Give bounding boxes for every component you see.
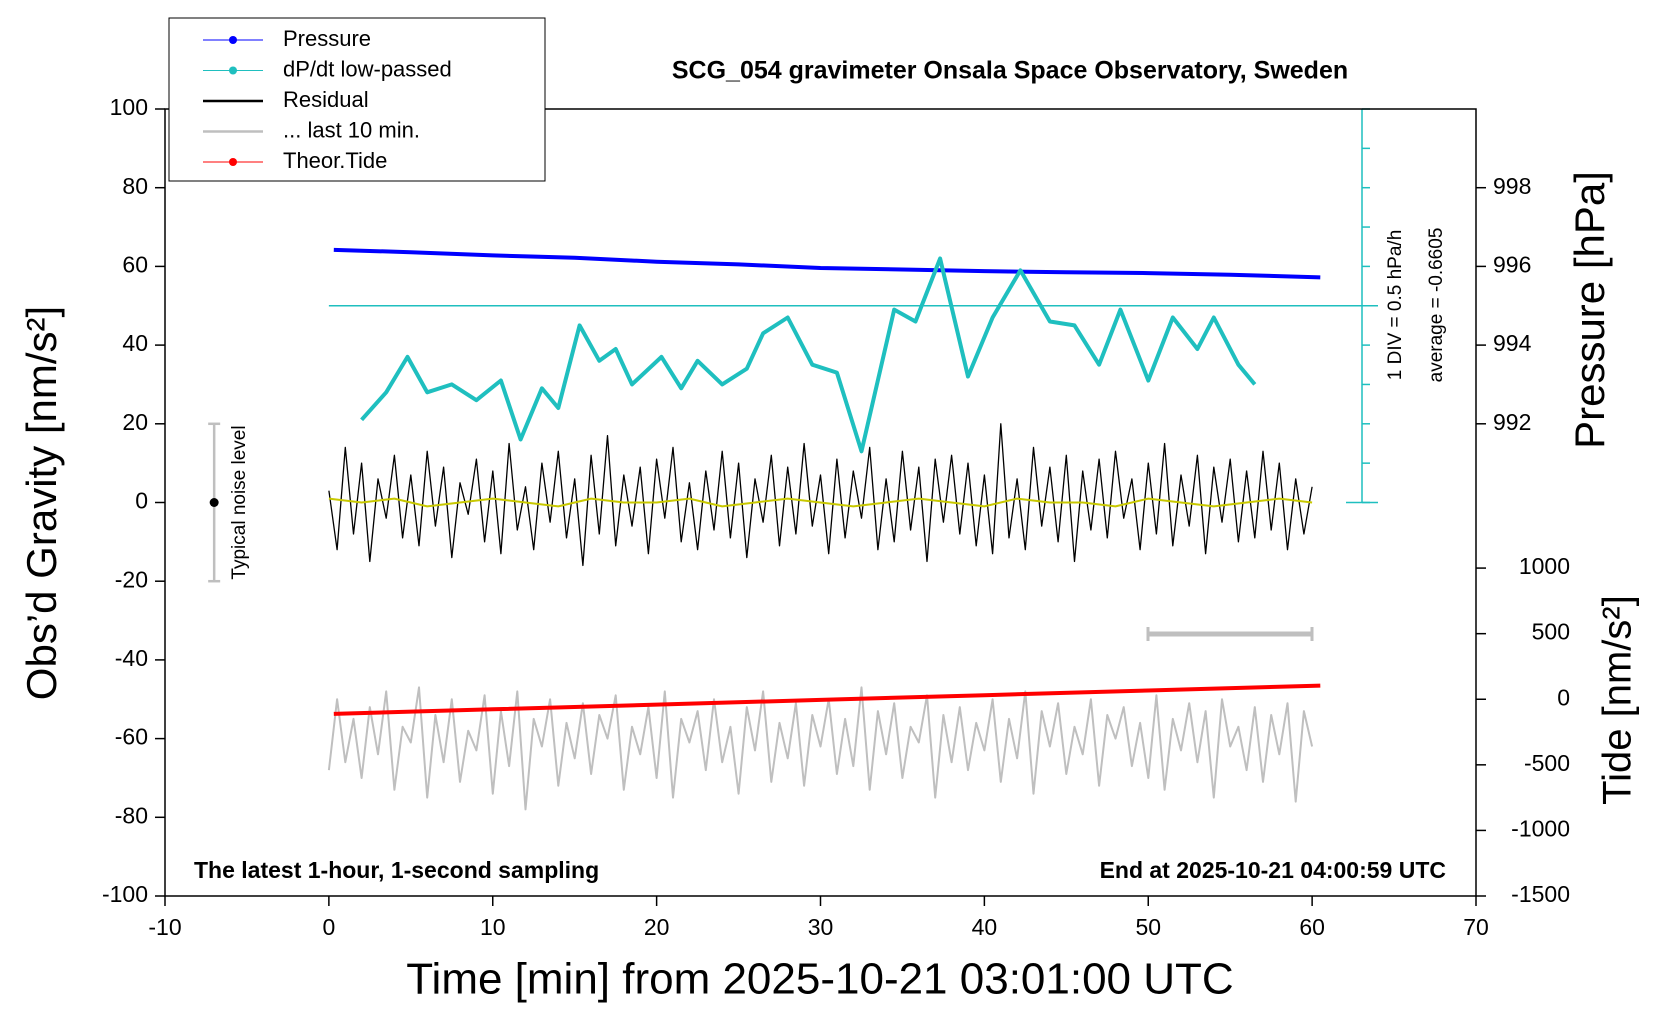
y2-tick-label: 992 bbox=[1493, 409, 1531, 435]
y-tick-label: -100 bbox=[102, 881, 148, 907]
annotation: 1 DIV = 0.5 hPa/h bbox=[1385, 230, 1406, 381]
y2-tick-label: 998 bbox=[1493, 173, 1531, 199]
y-tick-label: 80 bbox=[122, 173, 148, 199]
y-tick-label: -60 bbox=[115, 724, 148, 750]
y3-tick-label: 1000 bbox=[1519, 553, 1570, 579]
series-line bbox=[333, 247, 1321, 280]
x-tick-label: 60 bbox=[1299, 914, 1325, 940]
legend-label: Residual bbox=[283, 87, 369, 112]
legend-label: dP/dt low-passed bbox=[283, 56, 452, 81]
legend-label: Theor.Tide bbox=[283, 148, 387, 173]
legend-marker bbox=[229, 158, 237, 166]
series-line bbox=[360, 256, 1257, 454]
legend-label: ... last 10 min. bbox=[283, 117, 420, 142]
x-tick-label: -10 bbox=[148, 914, 181, 940]
series-line bbox=[328, 497, 1313, 508]
y2-tick-label: 996 bbox=[1493, 251, 1531, 277]
y3-tick-label: -1500 bbox=[1511, 881, 1570, 907]
legend-marker bbox=[229, 66, 237, 75]
x-tick-label: 0 bbox=[322, 914, 335, 940]
y3-axis-label: Tide [nm/s²] bbox=[1596, 595, 1640, 805]
x-tick-label: 30 bbox=[808, 914, 834, 940]
legend-marker bbox=[229, 36, 237, 44]
y-tick-label: -20 bbox=[115, 566, 148, 592]
y-tick-label: -40 bbox=[115, 645, 148, 671]
annotation: End at 2025-10-21 04:00:59 UTC bbox=[1100, 857, 1446, 883]
y3-tick-label: 500 bbox=[1532, 619, 1570, 645]
y3-tick-label: -1000 bbox=[1511, 815, 1570, 841]
y-tick-label: 60 bbox=[122, 251, 148, 277]
legend-box bbox=[168, 17, 546, 182]
x-tick-label: 20 bbox=[644, 914, 670, 940]
legend-label: Pressure bbox=[283, 26, 371, 51]
chart-title: SCG_054 gravimeter Onsala Space Observat… bbox=[672, 57, 1348, 85]
y-tick-label: -80 bbox=[115, 802, 148, 828]
annotation: average = -0.6605 bbox=[1426, 228, 1447, 383]
y-tick-label: 40 bbox=[122, 330, 148, 356]
y-tick-label: 20 bbox=[122, 409, 148, 435]
x-tick-label: 10 bbox=[480, 914, 506, 940]
series-line bbox=[328, 423, 1313, 567]
series-line bbox=[333, 683, 1321, 716]
y2-tick-label: 994 bbox=[1493, 330, 1532, 356]
noise-center bbox=[209, 498, 219, 507]
series-line bbox=[327, 686, 1314, 811]
x-tick-label: 50 bbox=[1135, 914, 1161, 940]
y2-axis-label: Pressure [hPa] bbox=[1566, 171, 1613, 449]
x-tick-label: 70 bbox=[1463, 914, 1489, 940]
annotation: The latest 1-hour, 1-second sampling bbox=[194, 857, 599, 883]
x-tick-label: 40 bbox=[972, 914, 998, 940]
noise-label: Typical noise level bbox=[229, 425, 250, 579]
y3-tick-label: 0 bbox=[1557, 684, 1570, 710]
x-axis-label: Time [min] from 2025-10-21 03:01:00 UTC bbox=[406, 955, 1233, 1004]
y3-tick-label: -500 bbox=[1524, 750, 1570, 776]
y-tick-label: 100 bbox=[110, 94, 148, 120]
y-axis-label: Obs’d Gravity [nm/s²] bbox=[18, 306, 65, 700]
y-tick-label: 0 bbox=[135, 488, 148, 514]
